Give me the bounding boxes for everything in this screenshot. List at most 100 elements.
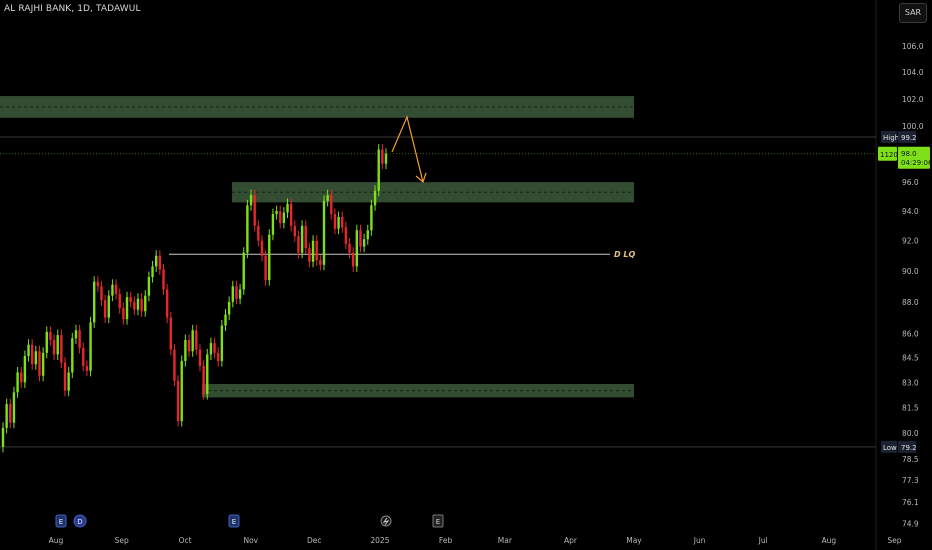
time-axis-label: Sep (115, 536, 129, 545)
time-axis-label: Nov (243, 536, 258, 545)
candle-body (202, 365, 205, 395)
candle-body (341, 216, 344, 228)
candle-body (326, 195, 329, 201)
candle-body (63, 362, 67, 391)
candle-body (173, 349, 176, 381)
candle-body (330, 195, 333, 215)
candle-body (118, 294, 121, 309)
candle-body (122, 308, 125, 320)
time-axis-label: Oct (179, 536, 192, 545)
price-axis-label: 77.3 (902, 476, 919, 485)
candle-body (85, 365, 89, 371)
last-price-value: 98.0 (901, 150, 917, 158)
candle-body (1, 427, 5, 447)
candle-body (107, 295, 110, 318)
high-value: 99.2 (901, 134, 917, 142)
currency-button[interactable]: SAR (899, 3, 927, 23)
candle-body (319, 260, 322, 265)
flash-glyph-icon (382, 517, 390, 526)
time-axis-label: Jun (693, 536, 706, 545)
event-icon-letter: E (59, 518, 63, 526)
candle-body (355, 230, 359, 267)
candle-body (206, 354, 209, 395)
price-axis-label: 86.0 (902, 330, 919, 339)
price-axis-label: 106.0 (902, 42, 924, 51)
candle-body (242, 252, 245, 290)
price-axis-label: 104.0 (902, 68, 924, 77)
time-axis-label: Aug (49, 536, 64, 545)
symbol-code-bg (878, 146, 897, 161)
candle-body (264, 255, 267, 281)
candle-body (224, 314, 227, 326)
event-icon-letter: D (77, 518, 82, 526)
candle-body (45, 331, 48, 353)
high-value-bg (898, 131, 916, 144)
dividend-icon[interactable] (73, 514, 87, 528)
price-axis-label: 94.0 (902, 207, 919, 216)
candle-body (311, 240, 315, 262)
candle-body (92, 281, 96, 323)
candle-body (129, 297, 132, 302)
candle-body (275, 211, 278, 215)
candle-body (377, 149, 380, 191)
candle-body (271, 214, 275, 235)
candle-body (246, 205, 249, 253)
candle-body (381, 149, 384, 164)
price-axis-label: 96.0 (902, 178, 919, 187)
candle-body (198, 349, 202, 366)
candle-body (235, 286, 238, 299)
candle-body (20, 372, 23, 383)
price-axis-label: 90.0 (902, 267, 919, 276)
candle-body (49, 331, 52, 340)
candle-body (30, 344, 34, 365)
candle-body (52, 339, 56, 355)
earnings-icon[interactable] (432, 514, 444, 528)
candle-body (333, 214, 337, 229)
price-axis-label: 88.0 (902, 298, 919, 307)
candle-body (370, 205, 373, 231)
candle-body (151, 266, 154, 278)
candle-body (279, 211, 282, 223)
time-axis-label: 2025 (370, 536, 389, 545)
candle-body (249, 195, 253, 206)
candle-body (315, 240, 318, 261)
candle-body (322, 200, 326, 265)
earnings-icon[interactable] (228, 514, 240, 528)
candle-body (34, 351, 38, 365)
candle-body (158, 255, 162, 270)
arrow-head-icon (415, 172, 427, 184)
earnings-icon-letter: E (436, 518, 440, 526)
candle-body (165, 289, 169, 318)
candle-body (337, 216, 340, 229)
candle-body (169, 317, 172, 350)
candle-body (238, 289, 242, 299)
candle-body (308, 248, 311, 262)
candle-body (217, 352, 220, 361)
candle-body (144, 295, 147, 312)
candle-body (176, 380, 180, 422)
candle-body (253, 195, 256, 226)
candle-body (133, 301, 136, 310)
candle-body (111, 284, 114, 296)
candle-body (41, 352, 45, 376)
candle-body (147, 277, 151, 296)
candle-body (351, 252, 355, 267)
candle-body (231, 286, 234, 302)
candle-body (136, 298, 140, 310)
candle-body (297, 236, 300, 253)
candle-body (227, 301, 231, 315)
time-axis-label: Feb (439, 536, 453, 545)
earnings-icon[interactable] (55, 514, 67, 528)
candle-body (191, 330, 194, 352)
price-axis-label: 83.0 (902, 378, 919, 387)
candle-body (348, 243, 351, 253)
zone-rect (0, 96, 634, 118)
time-axis-label: Sep (887, 536, 901, 545)
candle-body (373, 190, 377, 206)
low-value: 79.2 (901, 444, 917, 452)
candle-body (74, 330, 78, 339)
symbol-code-label: 1120 (880, 151, 898, 159)
candle-body (304, 225, 307, 249)
